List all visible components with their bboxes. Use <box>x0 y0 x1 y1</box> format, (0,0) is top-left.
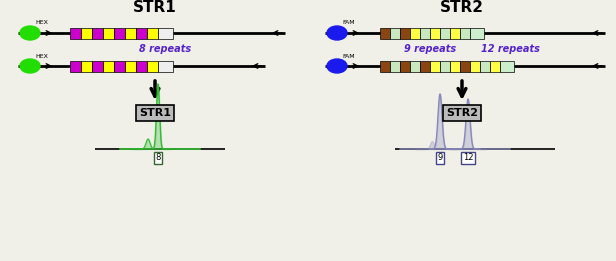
Bar <box>400 27 410 39</box>
Text: HEX: HEX <box>35 54 48 58</box>
Text: STR1: STR1 <box>133 0 177 15</box>
Bar <box>460 27 470 39</box>
Ellipse shape <box>20 59 40 73</box>
Bar <box>450 61 460 72</box>
Bar <box>410 61 420 72</box>
Bar <box>114 27 125 39</box>
Bar <box>480 61 490 72</box>
Bar <box>147 61 158 72</box>
Text: 8: 8 <box>155 153 161 163</box>
Bar <box>92 27 103 39</box>
Text: STR2: STR2 <box>446 108 478 118</box>
Bar <box>136 61 147 72</box>
Bar <box>81 61 92 72</box>
Bar <box>70 61 81 72</box>
Bar <box>470 61 480 72</box>
Bar <box>81 27 92 39</box>
Bar <box>490 61 500 72</box>
Bar <box>136 27 147 39</box>
Bar <box>420 61 430 72</box>
Bar <box>380 27 390 39</box>
Bar <box>390 27 400 39</box>
Bar <box>103 61 114 72</box>
Bar <box>103 27 114 39</box>
Bar <box>158 61 173 72</box>
Bar <box>125 61 136 72</box>
Bar <box>450 27 460 39</box>
Text: 12: 12 <box>463 153 473 163</box>
Bar <box>390 61 400 72</box>
Ellipse shape <box>327 59 347 73</box>
Bar <box>430 27 440 39</box>
Bar <box>430 61 440 72</box>
Bar <box>460 61 470 72</box>
Bar <box>125 27 136 39</box>
Text: 8 repeats: 8 repeats <box>139 44 191 54</box>
Text: HEX: HEX <box>35 21 48 26</box>
Bar <box>500 61 514 72</box>
Ellipse shape <box>327 26 347 40</box>
Bar <box>380 61 390 72</box>
Bar <box>400 61 410 72</box>
Text: 12 repeats: 12 repeats <box>480 44 540 54</box>
Bar <box>147 27 158 39</box>
Text: FAM: FAM <box>342 54 355 58</box>
Text: STR1: STR1 <box>139 108 171 118</box>
Bar <box>70 27 81 39</box>
Text: 9: 9 <box>437 153 443 163</box>
Text: STR2: STR2 <box>440 0 484 15</box>
Bar <box>92 61 103 72</box>
Bar <box>420 27 430 39</box>
Bar <box>470 27 484 39</box>
Text: FAM: FAM <box>342 21 355 26</box>
Bar <box>440 27 450 39</box>
Bar <box>440 61 450 72</box>
Bar <box>114 61 125 72</box>
Ellipse shape <box>20 26 40 40</box>
Bar <box>158 27 173 39</box>
Bar <box>410 27 420 39</box>
Text: 9 repeats: 9 repeats <box>404 44 456 54</box>
